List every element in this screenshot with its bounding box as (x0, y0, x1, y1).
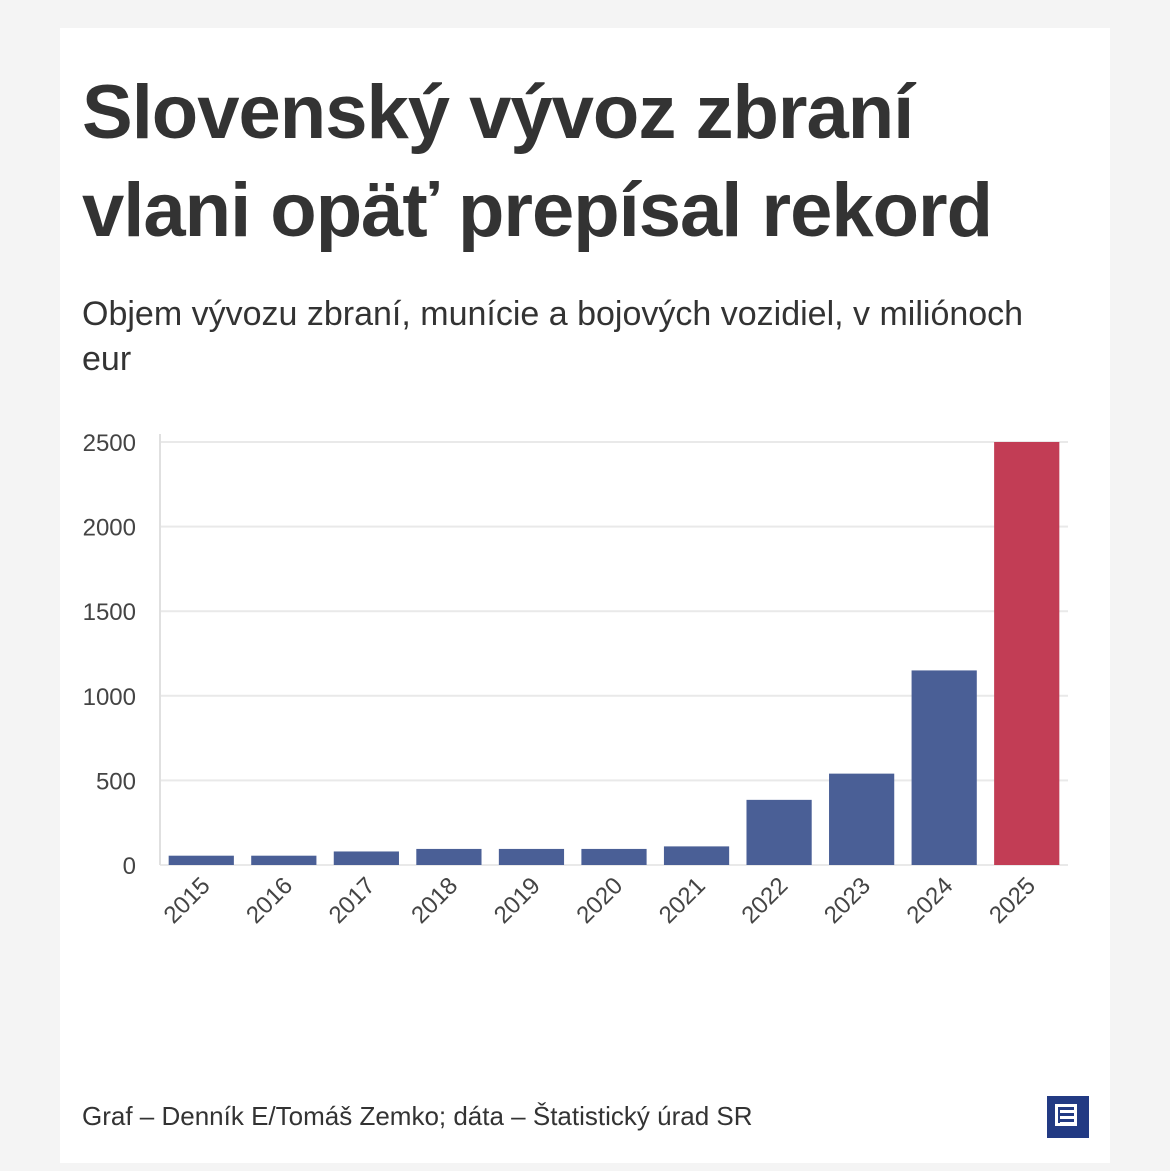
source-credit: Graf – Denník E/Tomáš Zemko; dáta – Štat… (82, 1101, 753, 1131)
bar-2018 (416, 848, 482, 865)
bar-2016 (251, 855, 317, 865)
bar-2024 (911, 670, 977, 865)
x-tick-label-2024: 2024 (902, 872, 959, 929)
y-tick-label: 500 (96, 768, 136, 795)
denník-e-logo-icon (1047, 1096, 1089, 1138)
x-tick-label-2019: 2019 (489, 872, 546, 929)
bar-2023 (829, 773, 895, 865)
bar-2025 (994, 442, 1060, 865)
chart-subtitle: Objem vývozu zbraní, munície a bojových … (82, 295, 1024, 378)
y-tick-label: 0 (123, 853, 136, 880)
x-tick-label-2016: 2016 (241, 872, 298, 929)
logo-stroke-middle (1060, 1116, 1074, 1119)
bar-2015 (168, 855, 234, 865)
bar-2019 (498, 848, 565, 865)
bar-2017 (333, 851, 399, 865)
y-tick-label: 2500 (83, 430, 136, 457)
logo-stroke-bottom (1060, 1122, 1074, 1125)
x-tick-label-2021: 2021 (654, 872, 711, 929)
x-tick-label-2017: 2017 (324, 872, 381, 929)
logo-stroke-top (1060, 1110, 1074, 1113)
bar-2022 (746, 799, 812, 865)
y-tick-label: 2000 (83, 515, 136, 542)
x-tick-label-2023: 2023 (819, 872, 876, 929)
x-tick-label-2022: 2022 (736, 872, 793, 929)
bar-chart: 0 500 1000 1500 2000 2500 2015 2016 2017 2018 2019… (83, 430, 1068, 929)
x-tick-label-2025: 2025 (984, 872, 1041, 929)
y-tick-label: 1000 (83, 684, 136, 711)
x-tick-label-2018: 2018 (406, 872, 463, 929)
y-tick-label: 1500 (83, 599, 136, 626)
bar-2020 (581, 848, 647, 865)
x-tick-label-2020: 2020 (571, 872, 628, 929)
bar-2021 (663, 846, 730, 865)
chart-title: Slovenský vývoz zbraní vlani opäť prepís… (82, 70, 993, 253)
chart-card: Slovenský vývoz zbraní vlani opäť prepís… (60, 28, 1110, 1163)
x-tick-label-2015: 2015 (159, 872, 216, 929)
